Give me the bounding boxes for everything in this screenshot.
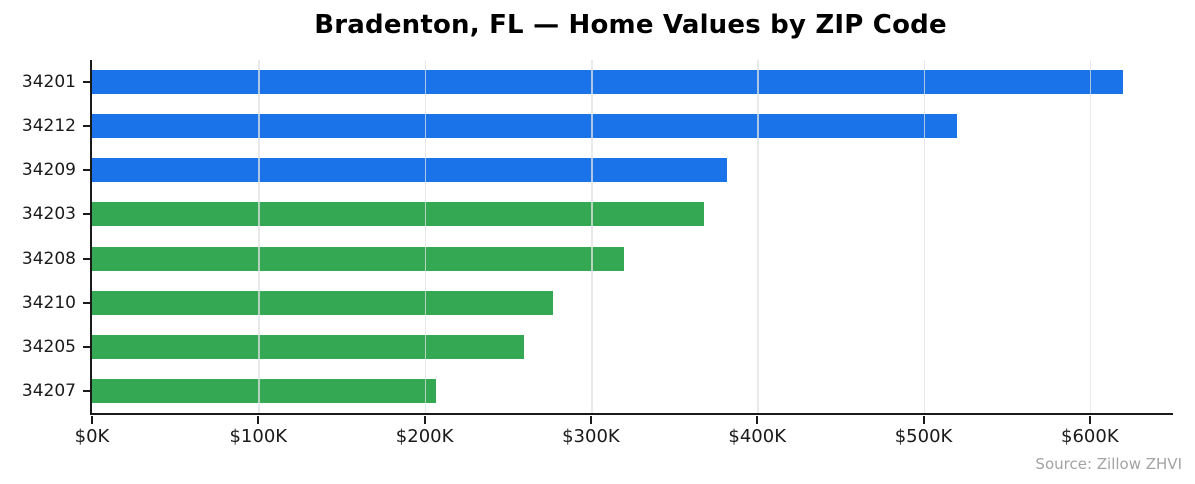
y-tick-label-34212: 34212 [21,116,76,137]
bar-34210 [92,290,553,315]
y-tick-mark [83,257,92,260]
bar-row-34201: 34201 [22,60,1173,104]
bar-34212 [92,114,957,139]
y-tick-label-34207: 34207 [21,380,76,401]
y-tick-mark [83,213,92,216]
bar-34203 [92,202,704,227]
bar-row-34203: 34203 [22,192,1173,236]
bar-row-34208: 34208 [22,237,1173,281]
bar-row-34212: 34212 [22,104,1173,148]
x-tick-label-200k: $200K [395,426,454,447]
bar-row-34207: 34207 [22,369,1173,413]
gridline-100k [258,60,260,413]
y-tick-label-34203: 34203 [21,204,76,225]
y-tick-label-34209: 34209 [21,160,76,181]
y-tick-mark [83,345,92,348]
x-tick-label-300k: $300K [562,426,620,447]
x-tick-mark-300k [589,415,592,424]
x-tick-mark-100k [257,415,260,424]
y-tick-label-34201: 34201 [21,72,76,93]
x-tick-label-600k: $600K [1061,426,1119,447]
bar-row-34210: 34210 [22,281,1173,325]
bar-row-34205: 34205 [22,325,1173,369]
x-tick-mark-500k [922,415,925,424]
x-tick-mark-200k [423,415,426,424]
y-tick-mark [83,301,92,304]
y-tick-mark [83,125,92,128]
x-tick-label-100k: $100K [229,426,288,447]
plot-area: 34201 34212 34209 34203 34208 34210 34205 34207… [22,60,1173,447]
gridline-400k [757,60,759,413]
gridline-600k [1089,60,1092,413]
y-tick-mark [83,389,92,392]
y-tick-mark [83,169,92,172]
x-tick-mark-400k [756,415,759,424]
gridline-300k [590,60,593,413]
y-tick-label-34210: 34210 [21,292,76,313]
bar-34201 [92,70,1124,95]
gridline-500k [923,60,926,413]
x-tick-label-400k: $400K [728,426,787,447]
y-tick-label-34208: 34208 [21,248,76,269]
bar-row-34209: 34209 [22,148,1173,192]
bar-34205 [92,334,525,359]
x-tick-label-0k: $0K [74,426,110,447]
source-credit: Source: Zillow ZHVI [1035,455,1182,473]
gridline-200k [424,60,427,413]
x-tick-mark-600k [1088,415,1091,424]
y-tick-label-34205: 34205 [21,336,76,357]
bar-34208 [92,246,625,271]
bar-rows: 34201 34212 34209 34203 34208 34210 34205 34207 [22,60,1173,413]
chart-title: Bradenton, FL — Home Values by ZIP Code [314,10,947,40]
x-tick-label-500k: $500K [894,426,953,447]
bar-34209 [92,158,728,183]
x-tick-mark-0k [91,415,93,424]
bar-34207 [92,378,437,403]
y-tick-mark [83,81,92,84]
